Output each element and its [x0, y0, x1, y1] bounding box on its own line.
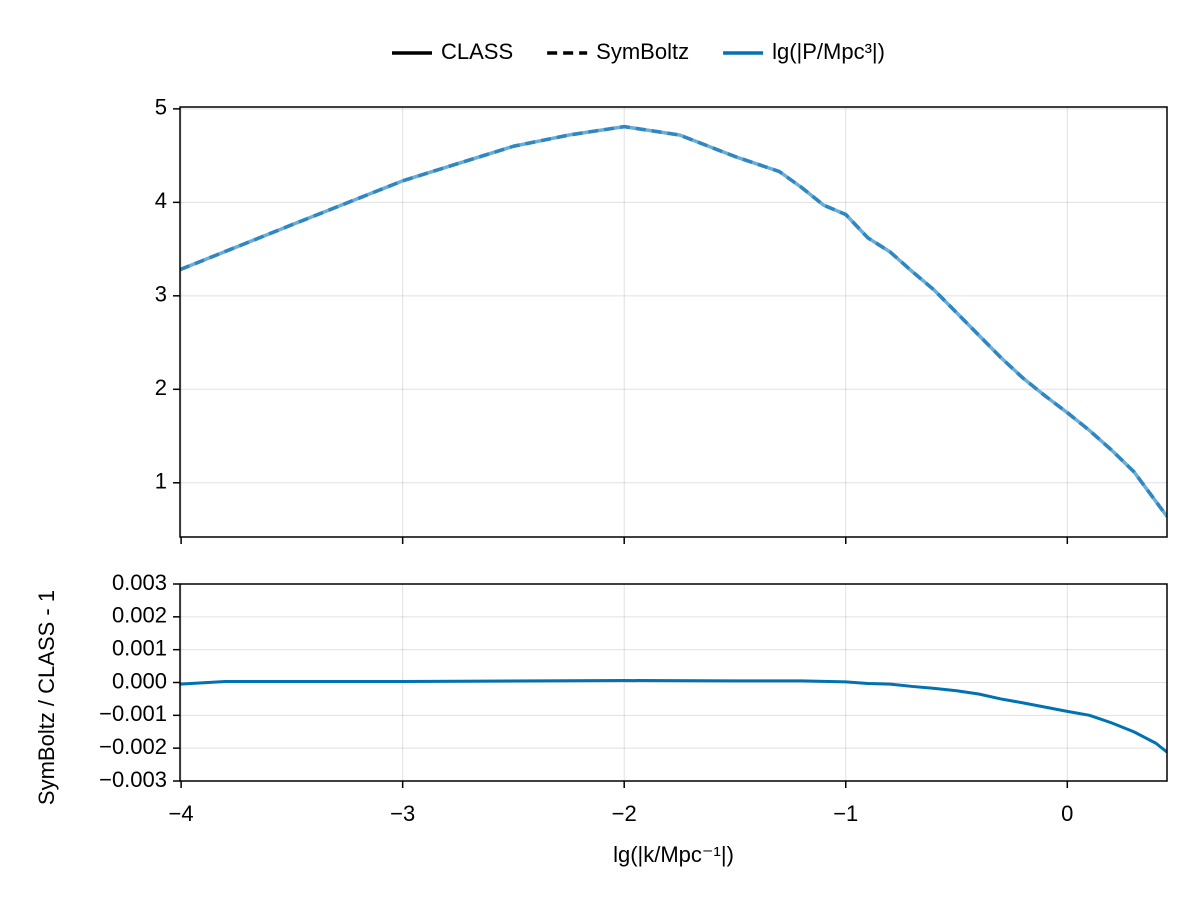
plot-lines [180, 679, 1167, 754]
y-tick-label: 3 [155, 282, 167, 307]
y-tick-label: 0.001 [112, 635, 167, 660]
x-tick-label: −4 [169, 801, 194, 826]
legend-label: lg(|P/Mpc³|) [772, 39, 885, 64]
x-tick-label: 0 [1061, 801, 1073, 826]
y-axis-label: SymBoltz / CLASS - 1 [34, 590, 59, 805]
y-tick-label: 2 [155, 375, 167, 400]
y-tick-label: 4 [155, 188, 167, 213]
x-tick-label: −1 [833, 801, 858, 826]
data-line [180, 124, 1167, 518]
y-tick-label: −0.001 [99, 701, 167, 726]
y-tick-label: 0.002 [112, 603, 167, 628]
y-tick-label: 5 [155, 95, 167, 120]
legend-label: CLASS [441, 39, 513, 64]
plot-frame [179, 106, 1168, 538]
x-axis-label: lg(|k/Mpc⁻¹|) [613, 842, 734, 867]
y-tick-label: −0.002 [99, 734, 167, 759]
legend-label: SymBoltz [596, 39, 689, 64]
y-tick-label: 0.000 [112, 668, 167, 693]
y-tick-label: −0.003 [99, 767, 167, 792]
plot-frame [179, 583, 1168, 782]
data-line [180, 679, 1167, 754]
x-tick-label: −2 [612, 801, 637, 826]
y-tick-label: 0.003 [112, 570, 167, 595]
plot-lines [180, 124, 1167, 518]
x-tick-label: −3 [390, 801, 415, 826]
y-tick-label: 1 [155, 469, 167, 494]
